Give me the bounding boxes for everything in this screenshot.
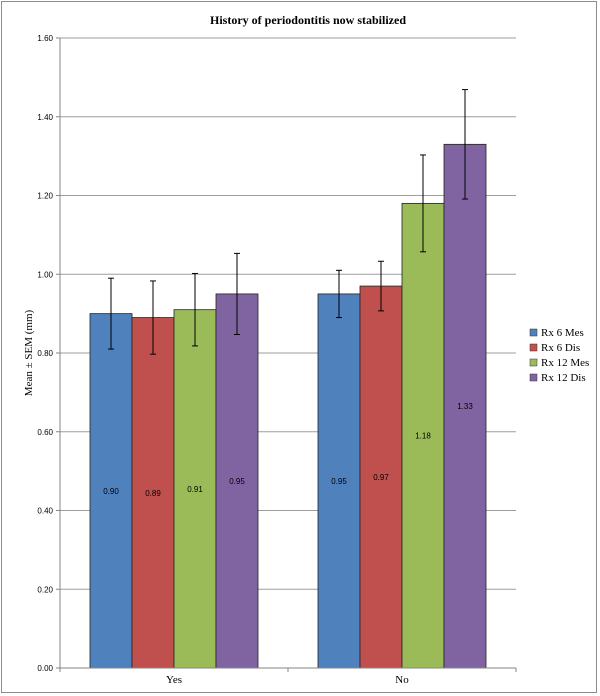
y-tick-label: 0.40 xyxy=(37,507,53,516)
data-label: 0.97 xyxy=(373,473,389,482)
y-axis-label: Mean ± SEM (mm) xyxy=(23,309,35,396)
legend-label: Rx 12 Dis xyxy=(541,372,586,384)
legend-label: Rx 6 Dis xyxy=(541,342,580,354)
data-label: 0.89 xyxy=(145,489,161,498)
y-tick-label: 1.20 xyxy=(37,192,53,201)
y-tick-label: 0.80 xyxy=(37,349,53,358)
legend: Rx 6 Mes Rx 6 Dis Rx 12 Mes Rx 12 Dis xyxy=(529,327,589,384)
y-tick-label: 1.60 xyxy=(37,34,53,43)
legend-label: Rx 12 Mes xyxy=(541,357,589,369)
bar xyxy=(359,285,403,669)
x-category-label: Yes xyxy=(166,674,182,686)
data-label: 0.90 xyxy=(103,487,119,496)
y-tick-label: 1.00 xyxy=(37,270,53,279)
bar xyxy=(131,317,175,669)
x-category-label: No xyxy=(395,674,409,686)
bar xyxy=(215,293,259,669)
data-label: 0.95 xyxy=(331,477,347,486)
chart-title: History of periodontitis now stabilized xyxy=(210,13,406,27)
data-label: 0.91 xyxy=(187,485,203,494)
data-label: 1.18 xyxy=(415,432,431,441)
legend-swatch xyxy=(529,373,538,382)
y-tick-label: 1.40 xyxy=(37,113,53,122)
legend-swatch xyxy=(529,343,538,352)
axes: 0.00 0.20 0.40 0.60 0.80 1.00 1.20 1.40 1.60 Yes N… xyxy=(37,34,517,686)
y-tick-label: 0.00 xyxy=(37,664,53,673)
legend-swatch xyxy=(529,358,538,367)
y-tick-label: 0.60 xyxy=(37,428,53,437)
data-label: 0.95 xyxy=(229,477,245,486)
bar xyxy=(89,313,133,669)
legend-label: Rx 6 Mes xyxy=(541,327,584,339)
bar xyxy=(317,293,361,669)
y-tick-label: 0.20 xyxy=(37,585,53,594)
bar xyxy=(443,143,487,669)
legend-swatch xyxy=(529,328,538,337)
data-label: 1.33 xyxy=(457,402,473,411)
bars: 0.90 0.89 0.91 0.95 0.95 0.97 1.18 1.33 xyxy=(89,89,487,669)
